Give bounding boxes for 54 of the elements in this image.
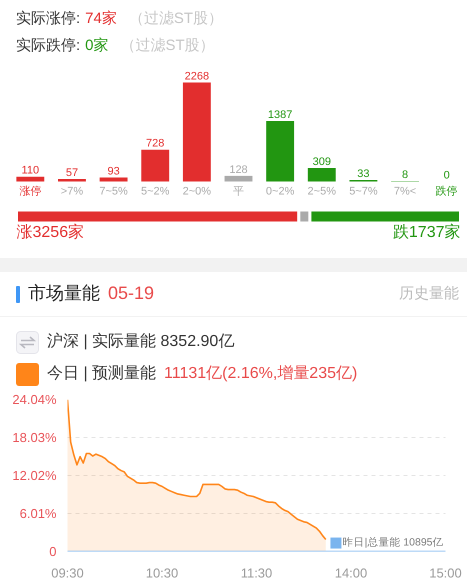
y-tick-label: 24.04% xyxy=(12,392,57,407)
legend-label: 昨日|总量能 10895亿 xyxy=(342,536,444,549)
data-label: 110 xyxy=(22,164,40,177)
data-label: 57 xyxy=(66,167,78,180)
text: 0家 xyxy=(85,37,109,54)
text: 实际跌停: xyxy=(16,37,80,54)
bar xyxy=(141,150,170,182)
bar xyxy=(266,120,294,182)
data-label: 128 xyxy=(229,164,248,176)
x-tick-label: 涨停 xyxy=(19,186,42,198)
data-label: 跌1737家 xyxy=(392,223,460,241)
x-tick-label: 2~0% xyxy=(182,186,212,198)
x-tick-label: 11:30 xyxy=(240,566,272,580)
x-tick-label: 跌停 xyxy=(436,186,458,198)
data-label: 2268 xyxy=(184,70,210,82)
x-tick-label: 15:00 xyxy=(429,566,462,580)
data-label: 728 xyxy=(146,138,164,150)
text: 实际涨停: xyxy=(16,10,80,27)
y-tick-label: 0 xyxy=(49,544,57,559)
x-tick-label: 5~7% xyxy=(349,186,378,198)
bar xyxy=(308,168,336,182)
data-label: 93 xyxy=(107,165,120,178)
data-label: 涨3256家 xyxy=(16,223,84,241)
bar xyxy=(16,176,44,182)
y-tick-label: 12.02% xyxy=(12,468,57,483)
data-label: 8 xyxy=(402,169,408,182)
x-tick-label: 14:00 xyxy=(334,566,368,580)
x-tick-label: 7%< xyxy=(394,186,416,198)
text: 11131亿(2.16%,增量235亿) xyxy=(164,364,358,384)
legend-label: 今日 | 预测量能 xyxy=(47,364,156,384)
x-tick-label: 5~2% xyxy=(141,186,170,198)
data-label: 33 xyxy=(357,168,370,180)
text: （过滤ST股） xyxy=(128,10,224,27)
text: 沪深 | 实际量能 8352.90亿 xyxy=(47,332,234,352)
x-tick-label: 0~2% xyxy=(266,186,295,198)
chart-title: 市场量能 xyxy=(28,282,100,306)
x-tick-label: 平 xyxy=(233,186,244,198)
data-label: 0 xyxy=(444,170,450,182)
text: 74家 xyxy=(85,10,117,27)
x-tick-label: >7% xyxy=(60,186,84,198)
data-label: 309 xyxy=(312,156,331,168)
x-tick-label: 10:30 xyxy=(146,566,178,580)
chart-subtitle: 05-19 xyxy=(108,282,154,306)
x-tick-label: 7~5% xyxy=(99,186,128,198)
y-tick-label: 18.03% xyxy=(12,430,57,445)
text: （过滤ST股） xyxy=(120,37,215,54)
data-label: 1387 xyxy=(268,108,292,121)
bar xyxy=(182,82,211,182)
x-tick-label: 09:30 xyxy=(51,566,84,580)
y-tick-label: 6.01% xyxy=(20,506,57,521)
bar xyxy=(100,177,128,182)
bar xyxy=(224,176,252,182)
text: 历史量能 xyxy=(399,284,459,304)
x-tick-label: 2~5% xyxy=(308,186,336,198)
